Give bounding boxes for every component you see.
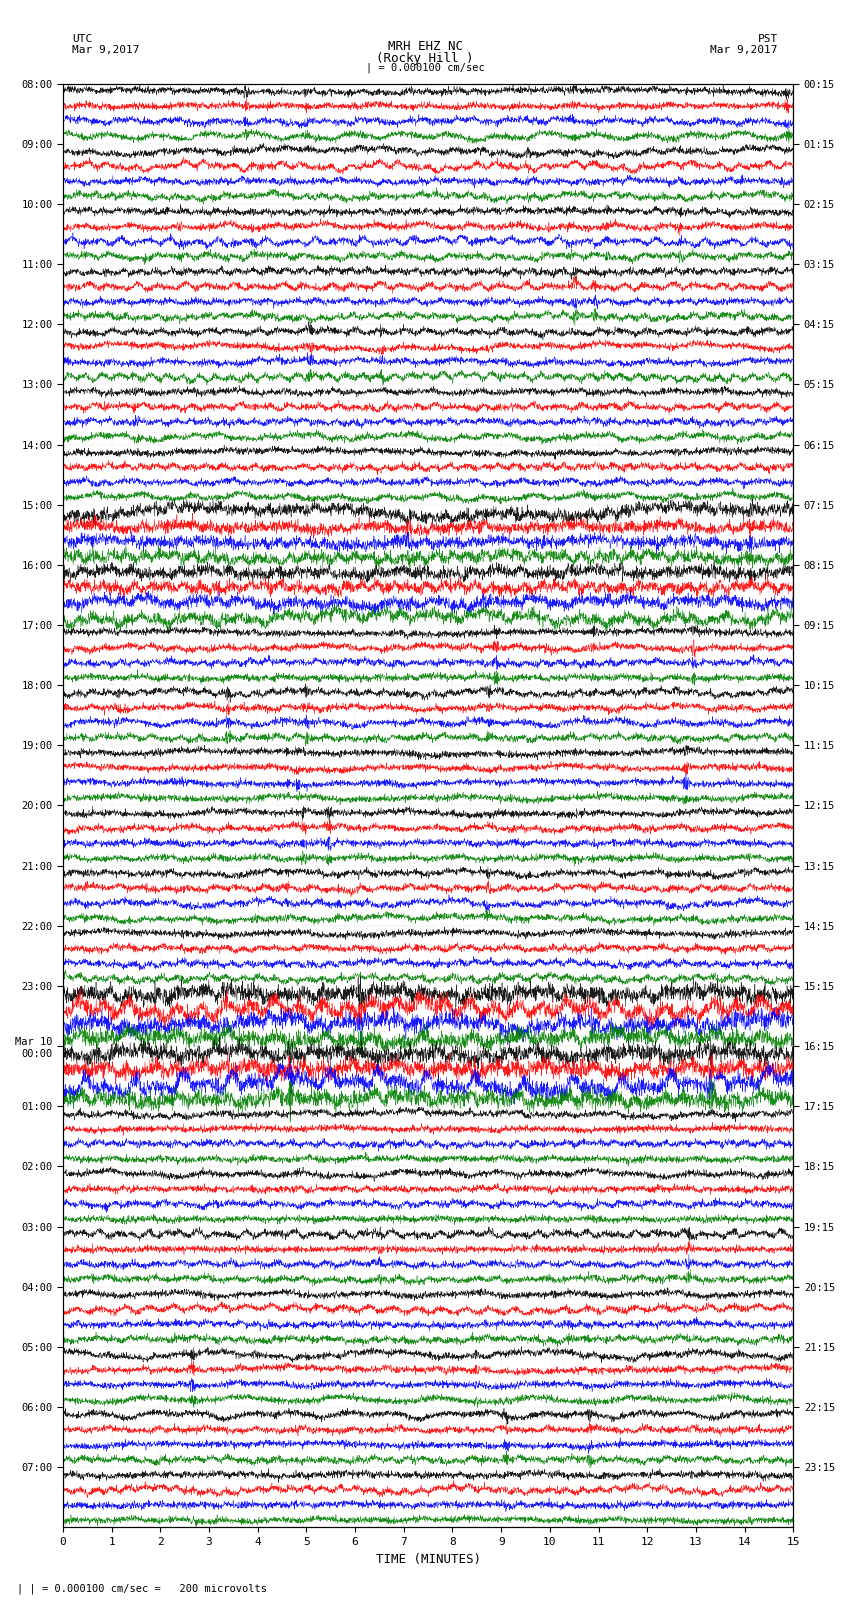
Text: Mar 9,2017: Mar 9,2017 xyxy=(72,45,139,55)
Text: PST: PST xyxy=(757,34,778,44)
Text: | = 0.000100 cm/sec: | = 0.000100 cm/sec xyxy=(366,63,484,74)
Text: | | = 0.000100 cm/sec =   200 microvolts: | | = 0.000100 cm/sec = 200 microvolts xyxy=(17,1582,267,1594)
Text: UTC: UTC xyxy=(72,34,93,44)
Text: MRH EHZ NC: MRH EHZ NC xyxy=(388,40,462,53)
Text: Mar 9,2017: Mar 9,2017 xyxy=(711,45,778,55)
X-axis label: TIME (MINUTES): TIME (MINUTES) xyxy=(376,1553,480,1566)
Text: (Rocky Hill ): (Rocky Hill ) xyxy=(377,52,473,65)
